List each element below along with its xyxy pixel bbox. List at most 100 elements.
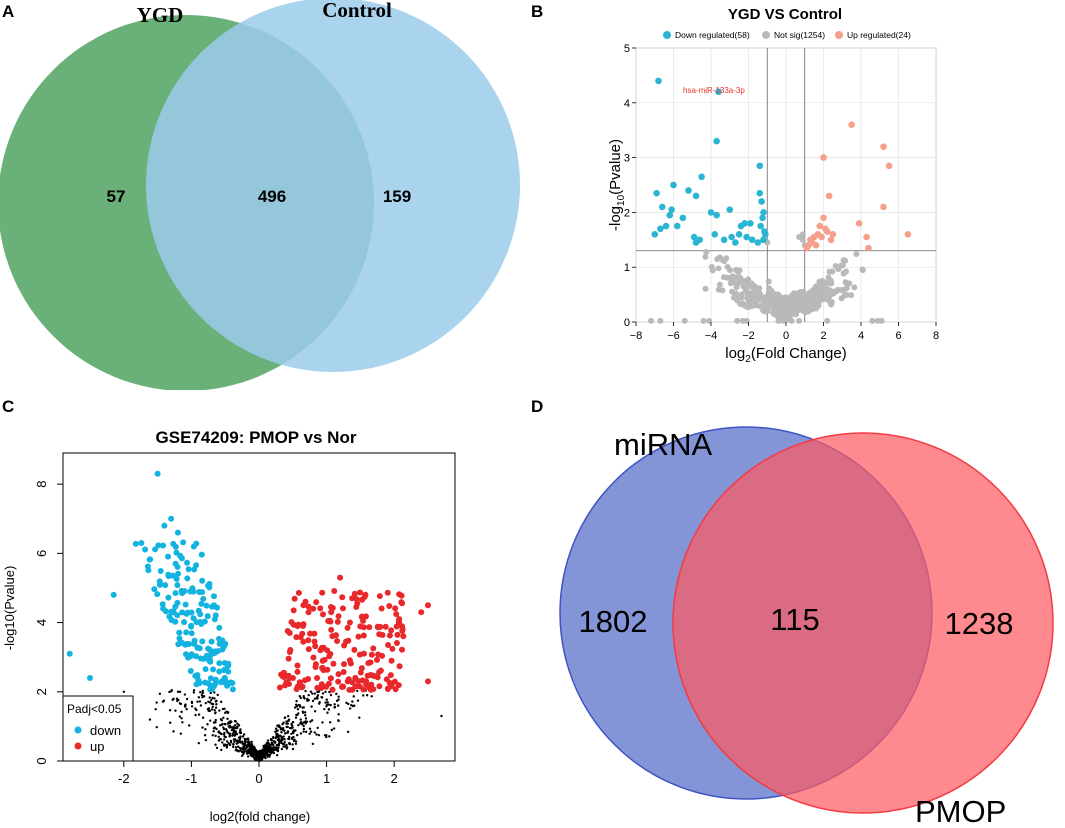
volcano-c-point-down — [203, 602, 210, 609]
volcano-c-point-down — [184, 559, 191, 566]
volcano-c-point-ns — [316, 690, 319, 694]
volcano-c-point-down — [159, 601, 166, 608]
volcano-c-point-ns — [187, 724, 191, 727]
volcano-c-point-up — [360, 632, 367, 639]
volcano-b-point-down — [685, 187, 692, 194]
volcano-c-point-down — [183, 610, 190, 617]
volcano-c-point-down — [182, 601, 189, 608]
volcano-c-point-ns — [294, 729, 297, 732]
volcano-c-point-up — [382, 623, 389, 630]
volcano-c-ylabel: -log10(Pvalue) — [2, 566, 17, 651]
volcano-c-point-up — [386, 602, 393, 609]
volcano-c-point-ns — [291, 747, 295, 751]
volcano-c-point-ns — [277, 735, 280, 739]
volcano-c-point-ns — [228, 726, 231, 729]
volcano-b-point-ns — [800, 290, 807, 297]
volcano-c-point-ns — [238, 746, 242, 750]
volcano-c-point-ns — [291, 743, 294, 746]
volcano-c-point-ns — [242, 745, 245, 748]
volcano-c-point-up — [333, 632, 340, 639]
volcano-c-point-ns — [262, 753, 266, 756]
volcano-c-point-up — [387, 672, 394, 679]
volcano-c-point-up — [373, 656, 380, 663]
volcano-b-point-up — [863, 233, 870, 241]
volcano-c-point-up — [312, 663, 319, 670]
volcano-c-point-ns — [328, 735, 331, 738]
volcano-c-point-ns — [170, 689, 173, 693]
volcano-c-point-ns — [242, 752, 245, 756]
volcano-c-point-ns — [285, 720, 288, 723]
volcano-c-point-ns — [244, 740, 247, 743]
volcano-c-point-ns — [232, 729, 235, 732]
venn-d-count-pmop-only: 1238 — [945, 606, 1014, 641]
volcano-c-point-up — [293, 634, 300, 641]
volcano-b-point-down — [747, 220, 754, 227]
volcano-c-point-down — [190, 543, 197, 550]
volcano-c-point-up — [312, 643, 319, 650]
volcano-b-point-up — [820, 214, 827, 222]
volcano-b-point-down — [713, 137, 720, 145]
volcano-c-point-ns — [214, 718, 217, 722]
volcano-c-point-ns — [298, 695, 302, 698]
volcano-c-point-down — [185, 566, 192, 573]
volcano-b-point-down — [711, 231, 719, 238]
volcano-b-xtick-label: −4 — [705, 330, 718, 342]
volcano-c-point-ns — [280, 747, 284, 751]
volcano-c-point-up — [319, 589, 326, 596]
volcano-c-ytick-label: 4 — [34, 619, 49, 626]
volcano-c-point-ns — [240, 754, 244, 758]
volcano-c-point-ns — [298, 705, 302, 708]
volcano-b-point-up — [827, 236, 835, 244]
volcano-c-point-ns — [249, 746, 253, 750]
venn-d-count-intersection: 115 — [770, 602, 819, 637]
volcano-c-point-up — [285, 655, 292, 662]
volcano-c-point-ns — [252, 748, 256, 751]
volcano-c-point-ns — [206, 723, 209, 726]
volcano-c-point-ns — [301, 710, 305, 713]
volcano-c-point-ns — [291, 720, 295, 724]
volcano-c-point-ns — [324, 690, 327, 694]
volcano-c-point-ns — [226, 722, 230, 725]
volcano-c-point-down — [162, 582, 169, 589]
volcano-b-point-down — [762, 231, 769, 238]
volcano-c-point-ns — [233, 740, 236, 743]
volcano-c-point-ns — [231, 733, 235, 736]
volcano-b-point-down — [707, 209, 715, 216]
volcano-c-point-up — [294, 668, 301, 675]
volcano-c-point-ns — [242, 742, 246, 746]
volcano-c-point-ns — [218, 709, 221, 712]
volcano-c-point-ns — [310, 719, 314, 722]
volcano-b-point-ns — [777, 313, 784, 320]
volcano-c-point-ns — [218, 738, 222, 741]
volcano-b-point-down — [754, 239, 762, 246]
volcano-b: YGD VS Control Down regulated(58) Not sig… — [607, 6, 939, 365]
volcano-b-point-up — [865, 244, 872, 252]
volcano-c-point-ns — [325, 735, 328, 739]
volcano-c-point-up — [337, 574, 344, 581]
volcano-c-point-ns — [264, 743, 268, 747]
volcano-b-point-up — [812, 241, 820, 249]
volcano-c-point-ns — [215, 727, 218, 731]
volcano-c-point-ns — [220, 700, 223, 704]
volcano-c-point-ns — [192, 689, 196, 692]
volcano-c-point-ns — [225, 740, 229, 743]
volcano-c-point-ns — [201, 689, 205, 693]
volcano-c-point-ns — [178, 715, 182, 718]
volcano-c-point-ns — [185, 708, 188, 711]
volcano-c-point-down — [170, 608, 177, 615]
volcano-c-point-ns — [304, 714, 307, 717]
volcano-b-point-ns — [840, 257, 847, 264]
volcano-c-point-ns — [172, 730, 175, 733]
volcano-c-point-ns — [276, 748, 280, 752]
volcano-b-point-ns — [834, 286, 841, 293]
volcano-c-xtick-label: 0 — [255, 771, 262, 786]
volcano-c-point-ns — [275, 735, 278, 739]
volcano-b-point-ns — [859, 267, 866, 274]
volcano-c-point-ns — [240, 750, 244, 754]
volcano-c-point-ns — [268, 755, 271, 758]
volcano-c-point-ns — [321, 721, 324, 724]
volcano-c-point-down — [165, 594, 172, 601]
volcano-c-point-down — [216, 668, 223, 675]
volcano-c-point-ns — [313, 710, 317, 713]
volcano-b-point-ns — [747, 297, 754, 304]
